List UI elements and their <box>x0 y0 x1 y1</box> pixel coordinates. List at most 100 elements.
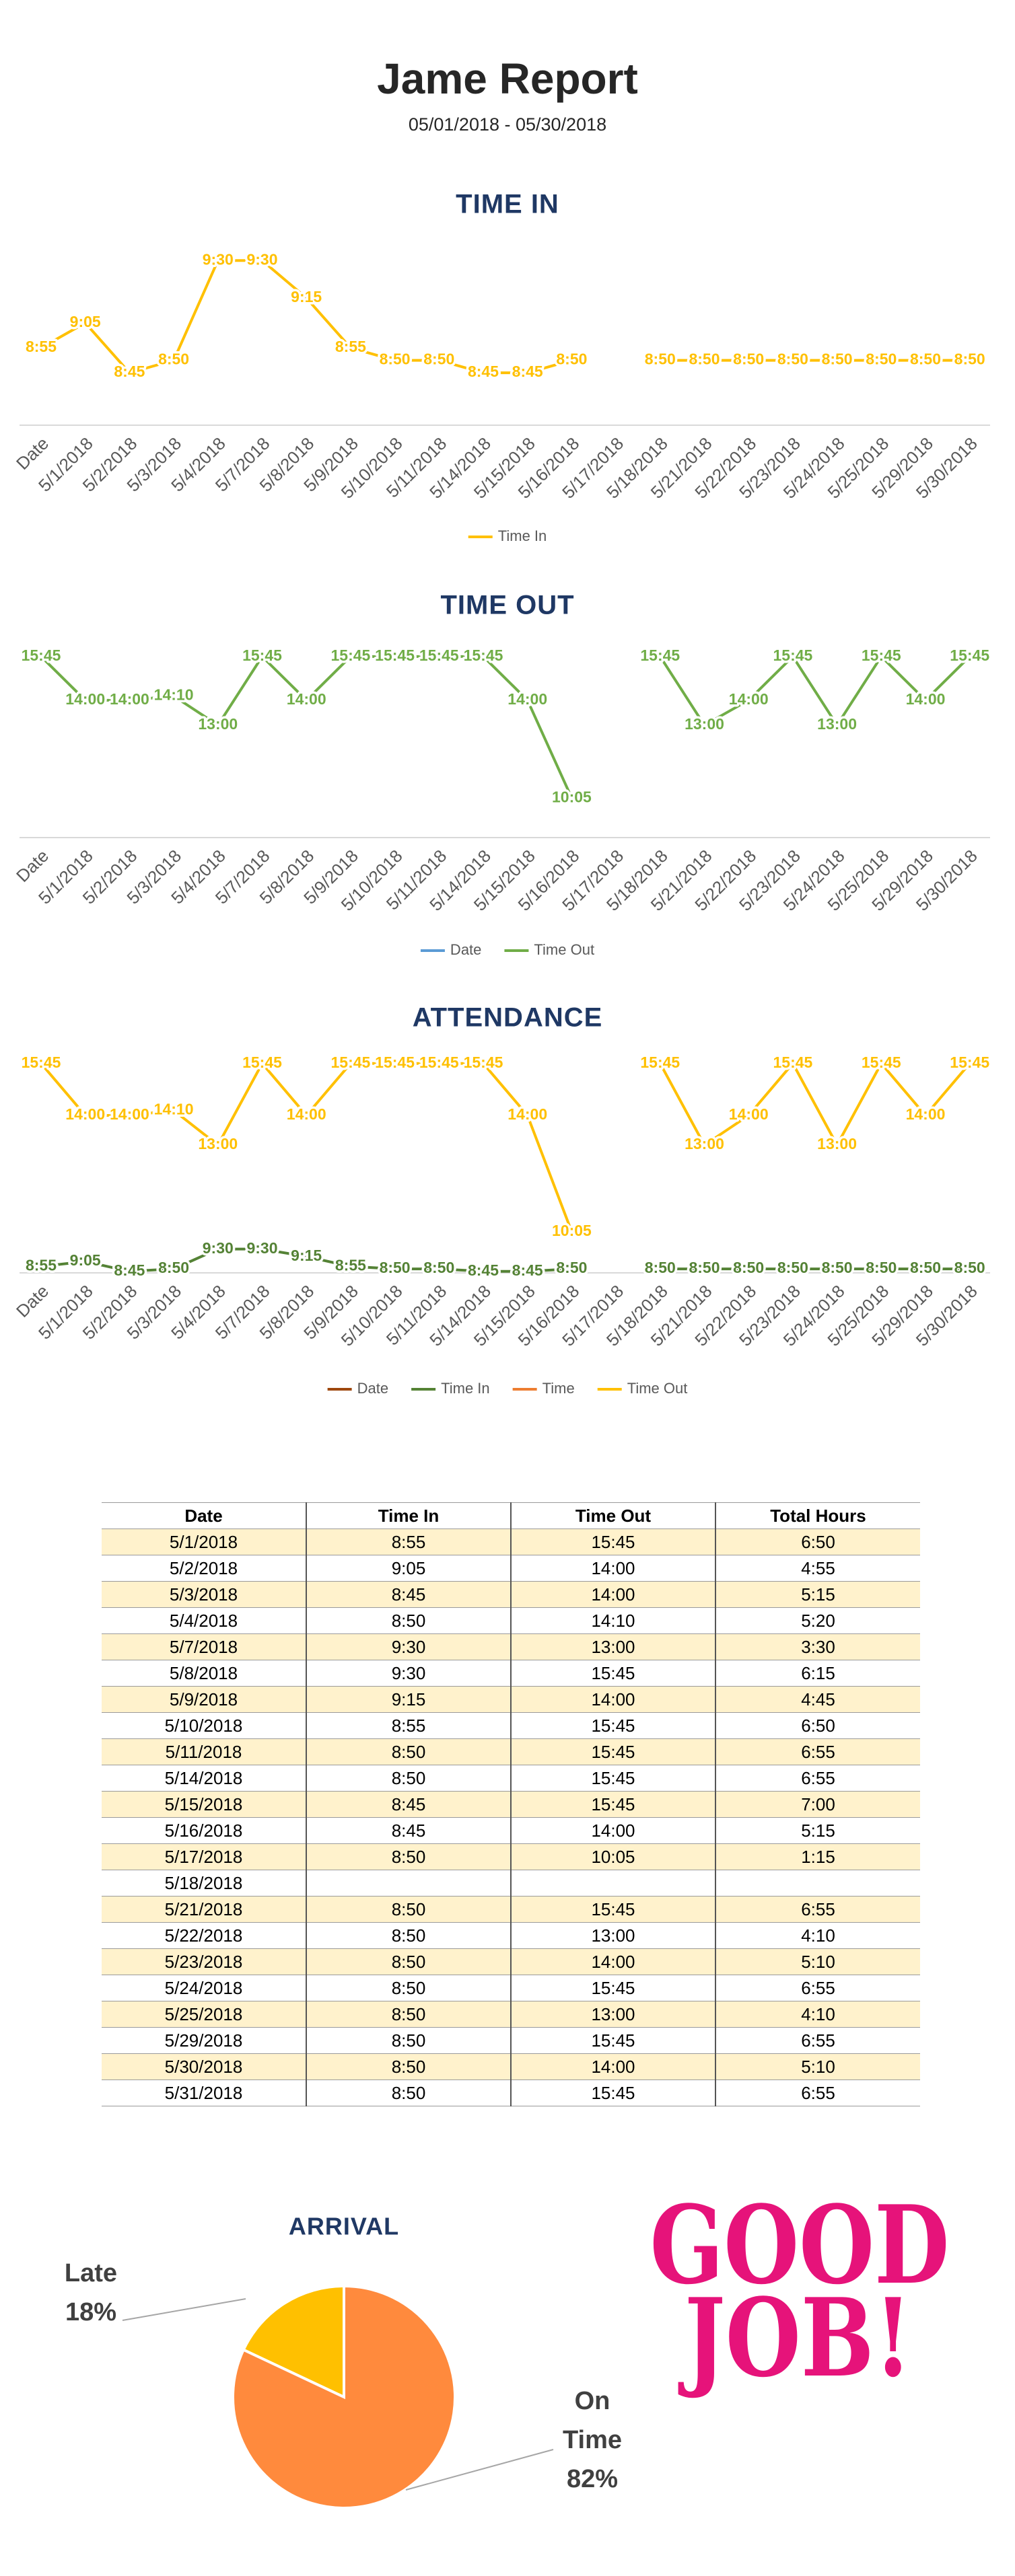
data-label: 8:50 <box>822 1259 853 1276</box>
data-label: 15:45 <box>640 647 680 664</box>
table-body: Date Time In Time Out Total Hours 5/1/2018 8:… <box>102 1502 920 2106</box>
data-label: 9:15 <box>291 288 322 305</box>
data-label: 8:50 <box>866 1259 897 1276</box>
data-label: 15:45 <box>419 647 459 664</box>
data-label: 14:00 <box>65 690 105 708</box>
data-label: 13:00 <box>685 715 724 733</box>
table-cell: 6:55 <box>715 2080 920 2106</box>
data-label: 9:30 <box>246 250 277 268</box>
table-cell: 15:45 <box>510 1896 715 1923</box>
table-cell: 8:55 <box>306 1712 511 1739</box>
table-cell: 8:50 <box>306 1975 511 2001</box>
table-cell: 8:50 <box>306 2001 511 2028</box>
data-label: 8:50 <box>645 1259 676 1276</box>
table-row: 5/11/2018 8:50 15:45 6:55 <box>102 1738 920 1765</box>
data-label: 15:45 <box>464 647 503 664</box>
data-label: 15:45 <box>375 1054 415 1071</box>
data-label: 8:55 <box>26 338 57 355</box>
data-label: 14:00 <box>110 690 149 708</box>
table-cell: 5/9/2018 <box>102 1686 306 1713</box>
table-cell: 5/10/2018 <box>102 1712 306 1739</box>
data-label: 8:50 <box>733 351 764 368</box>
table-row: 5/3/2018 8:45 14:00 5:15 <box>102 1581 920 1608</box>
table-cell: 5:15 <box>715 1581 920 1608</box>
pie-category: Late <box>64 2259 118 2287</box>
legend: Date Time Out <box>420 941 594 958</box>
table-cell: 5/16/2018 <box>102 1817 306 1844</box>
table-cell: 5/1/2018 <box>102 1529 306 1555</box>
column-header: Time In <box>306 1502 511 1529</box>
data-label: 8:50 <box>158 1259 189 1276</box>
data-label: 9:30 <box>203 250 234 268</box>
table-row: 5/4/2018 8:50 14:10 5:20 <box>102 1607 920 1634</box>
table-cell: 9:15 <box>306 1686 511 1713</box>
table-cell: 5:10 <box>715 1948 920 1975</box>
table-cell: 6:55 <box>715 1896 920 1923</box>
table-row: 5/18/2018 <box>102 1870 920 1897</box>
table-cell: 15:45 <box>510 1791 715 1818</box>
data-label: 15:45 <box>773 647 812 664</box>
badge-text: GOOD <box>650 2182 950 2308</box>
table-cell: 8:45 <box>306 1817 511 1844</box>
data-label: 15:45 <box>640 1054 680 1071</box>
data-label: 15:45 <box>862 647 901 664</box>
chart-title: ARRIVAL <box>289 2213 399 2240</box>
data-label: 9:05 <box>70 313 101 330</box>
table-cell: 5/2/2018 <box>102 1555 306 1582</box>
data-label: 10:05 <box>552 788 592 805</box>
table-row: 5/22/2018 8:50 13:00 4:10 <box>102 1922 920 1949</box>
data-label: 15:45 <box>862 1054 901 1071</box>
table-cell: 10:05 <box>510 1843 715 1870</box>
table-cell: 8:45 <box>306 1581 511 1608</box>
table-cell: 5/21/2018 <box>102 1896 306 1923</box>
data-label: 14:10 <box>154 686 194 704</box>
data-label: 8:45 <box>512 363 543 380</box>
table-cell: 5/30/2018 <box>102 2053 306 2080</box>
table-cell: 14:10 <box>510 1607 715 1634</box>
data-label: 14:00 <box>729 690 769 708</box>
table-cell: 8:55 <box>306 1529 511 1555</box>
table-cell: 5/4/2018 <box>102 1607 306 1634</box>
legend-label: Time <box>542 1380 575 1397</box>
table-cell: 14:00 <box>510 1686 715 1713</box>
table-cell: 8:50 <box>306 1765 511 1792</box>
table-cell: 8:50 <box>306 1738 511 1765</box>
table-cell: 13:00 <box>510 1922 715 1949</box>
table-cell: 14:00 <box>510 2053 715 2080</box>
data-label: 8:50 <box>954 1259 985 1276</box>
table-cell: 8:50 <box>306 2053 511 2080</box>
data-label: 15:45 <box>419 1054 459 1071</box>
table-cell: 6:55 <box>715 1975 920 2001</box>
data-label: 8:50 <box>423 351 454 368</box>
table-cell: 5/25/2018 <box>102 2001 306 2028</box>
data-label: 15:45 <box>330 1054 370 1071</box>
data-label: 8:50 <box>733 1259 764 1276</box>
data-label: 13:00 <box>198 715 238 733</box>
legend: Date Time In Time Time Out <box>327 1380 688 1397</box>
data-label: 15:45 <box>330 647 370 664</box>
data-label: 8:45 <box>468 363 499 380</box>
data-label: 14:00 <box>906 1105 946 1123</box>
table-row: 5/9/2018 9:15 14:00 4:45 <box>102 1686 920 1713</box>
table-row: 5/8/2018 9:30 15:45 6:15 <box>102 1660 920 1687</box>
table-cell: 5:20 <box>715 1607 920 1634</box>
series-line <box>40 1061 971 1232</box>
table-cell: 5/29/2018 <box>102 2027 306 2054</box>
data-label: 14:00 <box>110 1105 149 1123</box>
table-cell: 8:50 <box>306 2080 511 2106</box>
data-label: 15:45 <box>22 647 61 664</box>
legend-label: Time Out <box>627 1380 688 1397</box>
data-label: 8:50 <box>380 1259 411 1276</box>
table-cell: 6:50 <box>715 1529 920 1555</box>
table-cell: 8:50 <box>306 1607 511 1634</box>
pie-label-on-time: On Time 82% <box>545 2382 639 2499</box>
data-label: 9:05 <box>70 1251 101 1269</box>
pie-value-label: 82% <box>566 2465 619 2493</box>
legend-label: Time In <box>498 527 547 544</box>
table-cell: 4:10 <box>715 1922 920 1949</box>
table-cell: 5/11/2018 <box>102 1738 306 1765</box>
legend-label: Time Out <box>534 941 594 958</box>
chart-title: TIME IN <box>456 190 559 219</box>
data-label: 8:55 <box>335 1257 366 1274</box>
